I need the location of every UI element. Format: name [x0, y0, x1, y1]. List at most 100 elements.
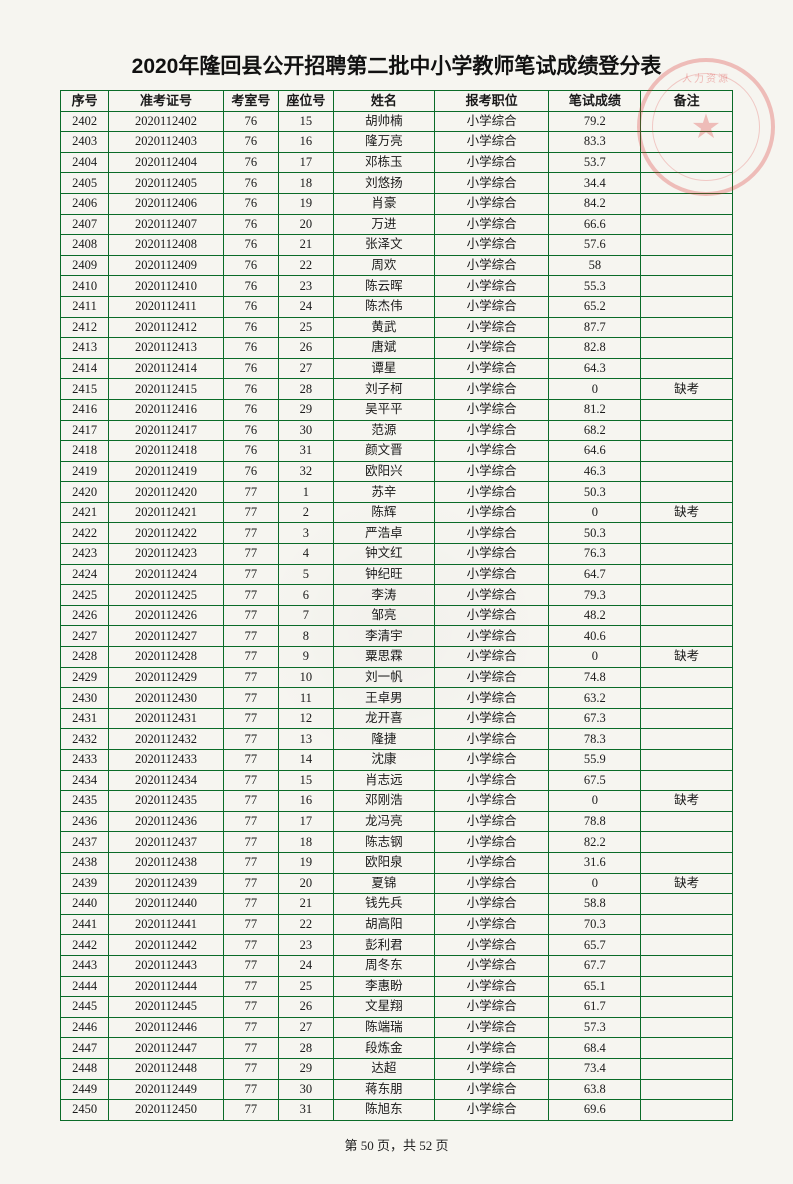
cell-seq: 2436: [61, 811, 109, 832]
cell-seat: 20: [278, 873, 333, 894]
cell-name: 彭利君: [333, 935, 434, 956]
table-row: 24222020112422773严浩卓小学综合50.3: [61, 523, 733, 544]
cell-exam: 2020112412: [109, 317, 224, 338]
cell-name: 沈康: [333, 750, 434, 771]
cell-seat: 2: [278, 502, 333, 523]
cell-room: 77: [223, 1017, 278, 1038]
cell-note: [641, 894, 733, 915]
cell-note: 缺考: [641, 379, 733, 400]
cell-exam: 2020112413: [109, 338, 224, 359]
cell-score: 0: [549, 379, 641, 400]
table-row: 243920201124397720夏锦小学综合0缺考: [61, 873, 733, 894]
cell-score: 0: [549, 873, 641, 894]
table-row: 240320201124037616隆万亮小学综合83.3: [61, 132, 733, 153]
cell-name: 谭星: [333, 358, 434, 379]
cell-name: 肖豪: [333, 193, 434, 214]
cell-name: 苏辛: [333, 482, 434, 503]
cell-pos: 小学综合: [434, 997, 549, 1018]
cell-room: 77: [223, 729, 278, 750]
cell-name: 肖志远: [333, 770, 434, 791]
cell-room: 77: [223, 791, 278, 812]
cell-room: 77: [223, 955, 278, 976]
cell-exam: 2020112426: [109, 605, 224, 626]
cell-note: [641, 626, 733, 647]
cell-note: [641, 132, 733, 153]
cell-score: 61.7: [549, 997, 641, 1018]
cell-seat: 11: [278, 688, 333, 709]
cell-seat: 25: [278, 317, 333, 338]
cell-name: 钟文红: [333, 544, 434, 565]
cell-room: 77: [223, 688, 278, 709]
table-row: 24272020112427778李清宇小学综合40.6: [61, 626, 733, 647]
cell-score: 78.3: [549, 729, 641, 750]
cell-exam: 2020112424: [109, 564, 224, 585]
cell-room: 76: [223, 296, 278, 317]
cell-pos: 小学综合: [434, 873, 549, 894]
cell-note: [641, 585, 733, 606]
cell-seat: 28: [278, 379, 333, 400]
cell-score: 87.7: [549, 317, 641, 338]
cell-name: 夏锦: [333, 873, 434, 894]
cell-seq: 2415: [61, 379, 109, 400]
cell-seat: 26: [278, 338, 333, 359]
cell-seat: 31: [278, 1100, 333, 1121]
table-row: 241820201124187631颜文晋小学综合64.6: [61, 441, 733, 462]
cell-pos: 小学综合: [434, 976, 549, 997]
table-row: 244720201124477728段炼金小学综合68.4: [61, 1038, 733, 1059]
cell-seq: 2413: [61, 338, 109, 359]
col-score: 笔试成绩: [549, 91, 641, 112]
table-row: 243120201124317712龙开喜小学综合67.3: [61, 708, 733, 729]
cell-seat: 9: [278, 647, 333, 668]
cell-note: [641, 1038, 733, 1059]
cell-seq: 2403: [61, 132, 109, 153]
cell-name: 陈旭东: [333, 1100, 434, 1121]
cell-name: 欧阳泉: [333, 852, 434, 873]
cell-exam: 2020112405: [109, 173, 224, 194]
cell-seq: 2424: [61, 564, 109, 585]
cell-score: 68.2: [549, 420, 641, 441]
cell-pos: 小学综合: [434, 750, 549, 771]
cell-score: 48.2: [549, 605, 641, 626]
cell-pos: 小学综合: [434, 317, 549, 338]
cell-seat: 32: [278, 461, 333, 482]
cell-score: 0: [549, 647, 641, 668]
cell-exam: 2020112427: [109, 626, 224, 647]
cell-score: 79.2: [549, 111, 641, 132]
cell-name: 龙开喜: [333, 708, 434, 729]
cell-room: 76: [223, 338, 278, 359]
cell-name: 达超: [333, 1058, 434, 1079]
cell-seat: 24: [278, 955, 333, 976]
cell-seq: 2412: [61, 317, 109, 338]
cell-note: [641, 358, 733, 379]
cell-name: 钟纪旺: [333, 564, 434, 585]
cell-name: 陈志钢: [333, 832, 434, 853]
cell-pos: 小学综合: [434, 564, 549, 585]
cell-note: [641, 152, 733, 173]
cell-name: 邓栋玉: [333, 152, 434, 173]
cell-note: [641, 461, 733, 482]
cell-note: [641, 811, 733, 832]
cell-exam: 2020112423: [109, 544, 224, 565]
cell-seq: 2442: [61, 935, 109, 956]
cell-name: 万进: [333, 214, 434, 235]
cell-note: 缺考: [641, 502, 733, 523]
cell-exam: 2020112430: [109, 688, 224, 709]
cell-score: 64.3: [549, 358, 641, 379]
cell-name: 李惠盼: [333, 976, 434, 997]
cell-room: 77: [223, 976, 278, 997]
table-row: 244920201124497730蒋东朋小学综合63.8: [61, 1079, 733, 1100]
cell-score: 74.8: [549, 667, 641, 688]
cell-exam: 2020112415: [109, 379, 224, 400]
cell-exam: 2020112409: [109, 255, 224, 276]
table-row: 241120201124117624陈杰伟小学综合65.2: [61, 296, 733, 317]
cell-room: 77: [223, 647, 278, 668]
cell-pos: 小学综合: [434, 1038, 549, 1059]
score-table: 序号 准考证号 考室号 座位号 姓名 报考职位 笔试成绩 备注 24022020…: [60, 90, 733, 1121]
cell-note: 缺考: [641, 647, 733, 668]
table-row: 240720201124077620万进小学综合66.6: [61, 214, 733, 235]
cell-room: 76: [223, 399, 278, 420]
cell-name: 范源: [333, 420, 434, 441]
cell-name: 刘一帆: [333, 667, 434, 688]
cell-exam: 2020112445: [109, 997, 224, 1018]
cell-seq: 2405: [61, 173, 109, 194]
